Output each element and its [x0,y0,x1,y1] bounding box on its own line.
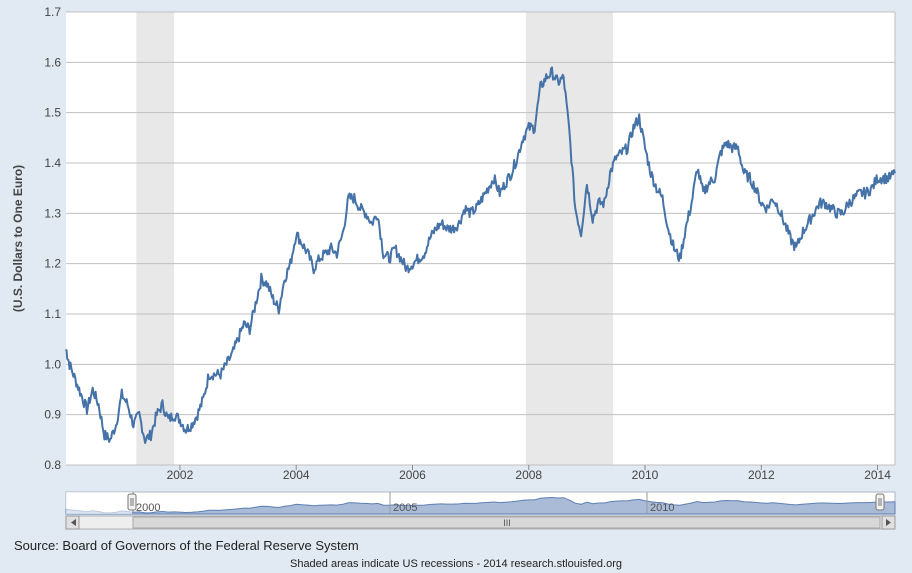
scrollbar-thumb[interactable] [132,516,881,529]
range-navigator[interactable]: 2000 2005 2010 III [65,491,896,530]
y-tick-label: 1.4 [44,156,61,170]
x-tick-label: 2012 [748,468,775,482]
x-tick-label: 2002 [167,468,194,482]
series-line [65,66,896,444]
y-tick-label: 0.8 [44,458,61,472]
y-tick-label: 1.3 [44,206,61,220]
y-tick-label: 1.5 [44,106,61,120]
y-tick-label: 1.0 [44,357,61,371]
navigator-handle[interactable] [127,493,137,511]
x-tick-label: 2004 [283,468,310,482]
y-axis-label: (U.S. Dollars to One Euro) [11,165,25,312]
scrollbar-grip: III [503,518,511,528]
plot-background [66,12,895,465]
navigator-mask [66,492,132,514]
x-tick-label: 2014 [864,468,891,482]
x-tick-label: 2006 [399,468,426,482]
y-tick-label: 1.7 [44,5,61,19]
y-tick-label: 1.6 [44,55,61,69]
chevron-left-icon [71,519,76,526]
navigator-tick-label: 2000 [136,502,160,514]
navigator-tick-label: 2005 [393,502,417,514]
x-tick-label: 2008 [515,468,542,482]
plot-area: 0.8 0.9 1.0 1.1 1.2 1.3 1.4 1.5 1.6 1.7 2002 2004 20… [11,5,896,482]
navigator-tick-label: 2010 [650,502,674,514]
chevron-right-icon [886,519,891,526]
navigator-area [65,496,896,515]
navigator-handle[interactable] [875,493,885,511]
x-tick-label: 2010 [632,468,659,482]
recession-footnote: Shaded areas indicate US recessions - 20… [289,558,623,570]
y-tick-label: 0.9 [44,408,61,422]
recession-band [136,12,175,465]
recession-band [525,12,614,465]
y-tick-label: 1.1 [44,307,61,321]
source-note: Source: Board of Governors of the Federa… [14,538,359,553]
y-tick-label: 1.2 [44,257,61,271]
